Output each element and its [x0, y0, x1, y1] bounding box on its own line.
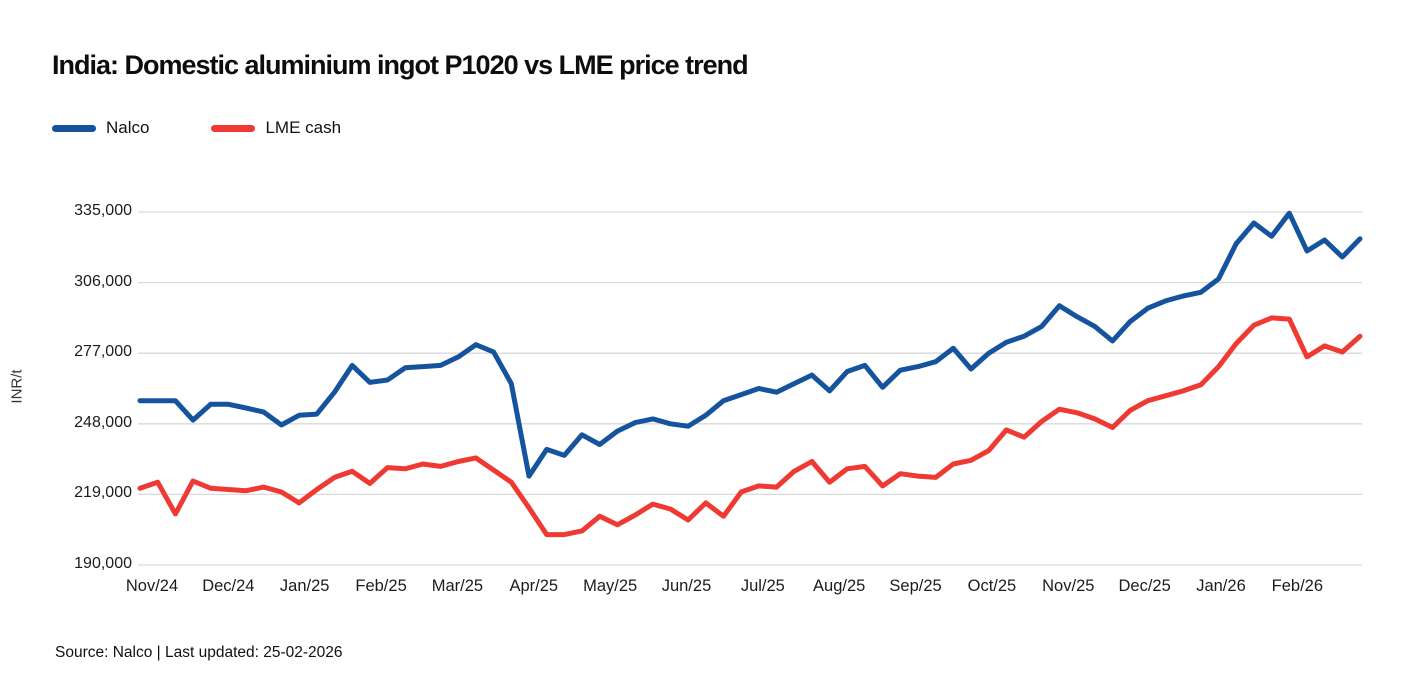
- y-tick-label: 248,000: [74, 413, 132, 431]
- legend-label-lme-cash: LME cash: [265, 118, 342, 137]
- x-tick-label: Apr/25: [509, 577, 559, 595]
- x-tick-label: Feb/26: [1271, 577, 1324, 595]
- source-note: Source: Nalco | Last updated: 25-02-2026: [55, 644, 343, 661]
- chart-legend: Nalco LME cash: [52, 118, 341, 138]
- x-tick-label: Dec/25: [1118, 577, 1171, 595]
- y-tick-label: 190,000: [74, 555, 132, 572]
- lme-cash-line-swatch: [211, 124, 256, 132]
- x-tick-label: Feb/25: [355, 577, 407, 595]
- chart-title: India: Domestic aluminium ingot P1020 vs…: [52, 50, 749, 80]
- x-tick-label: Jan/26: [1196, 577, 1246, 595]
- x-tick-label: Jun/25: [661, 577, 712, 595]
- x-tick-label: Oct/25: [967, 577, 1017, 595]
- y-tick-label: 219,000: [74, 484, 132, 502]
- nalco-series-line: [137, 210, 1363, 479]
- x-tick-label: Aug/25: [813, 577, 866, 595]
- x-tick-label: Mar/25: [431, 577, 484, 595]
- legend-item-lme-cash: LME cash: [211, 118, 341, 138]
- x-tick-label: May/25: [583, 577, 638, 595]
- y-tick-label: 306,000: [74, 272, 132, 290]
- x-tick-label: Jan/25: [279, 577, 330, 595]
- x-tick-label: Nov/25: [1042, 577, 1095, 595]
- x-tick-label: Sep/25: [889, 577, 942, 595]
- y-tick-label: 277,000: [74, 343, 132, 361]
- nalco-line-swatch: [52, 124, 96, 132]
- x-tick-label: Dec/24: [202, 577, 255, 595]
- x-tick-label: Jul/25: [740, 577, 785, 595]
- lme-cash-series-line: [137, 315, 1363, 538]
- y-tick-label: 335,000: [74, 202, 132, 219]
- x-tick-label: Nov/24: [125, 577, 179, 595]
- legend-label-nalco: Nalco: [106, 118, 150, 137]
- legend-item-nalco: Nalco: [52, 118, 149, 138]
